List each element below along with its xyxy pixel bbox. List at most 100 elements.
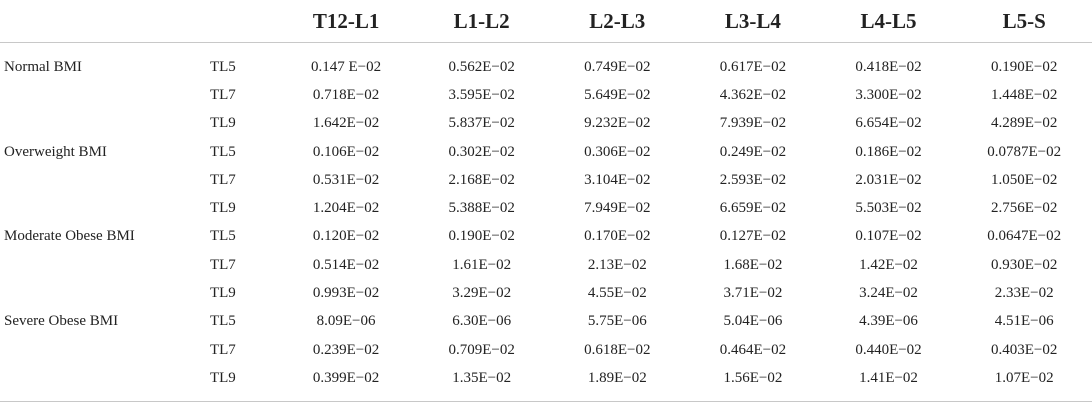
table-row: Overweight BMI TL5 0.106E−02 0.302E−02 0.306… [0, 138, 1092, 166]
table-cell: 0.107E−02 [855, 228, 922, 245]
table-cell: 1.41E−02 [859, 369, 918, 386]
table-row: Moderate Obese BMI TL5 0.120E−02 0.190E−02 0… [0, 223, 1092, 251]
table-cell: 0.120E−02 [312, 228, 380, 245]
table-cell: 0.249E−02 [719, 143, 787, 160]
group-label: Normal BMI [4, 58, 82, 75]
group-label [0, 364, 206, 392]
row-label: TL9 [209, 115, 236, 132]
table-cell: 0.403E−02 [990, 341, 1058, 358]
table-row: TL7 0.531E−02 2.168E−02 3.104E−02 2.593E−02 2… [0, 166, 1092, 194]
table-cell: 0.306E−02 [584, 143, 651, 160]
table-cell: 0.709E−02 [448, 341, 515, 358]
table-bottom-rule [0, 392, 1092, 402]
group-label: Moderate Obese BMI [4, 228, 135, 245]
table-row: TL7 0.514E−02 1.61E−02 2.13E−02 1.68E−02 1.42… [0, 251, 1092, 279]
table-cell: 6.30E−06 [452, 313, 512, 330]
table-cell: 0.418E−02 [855, 58, 922, 75]
table-cell: 1.42E−02 [859, 256, 918, 273]
row-label: TL5 [209, 228, 236, 245]
table-row: TL7 0.718E−02 3.595E−02 5.649E−02 4.362E−02 3… [0, 81, 1092, 109]
table-cell: 1.56E−02 [723, 369, 783, 386]
table-row: Severe Obese BMI TL5 8.09E−06 6.30E−06 5.75E… [0, 308, 1092, 336]
column-header [0, 0, 206, 43]
column-header: L1-L2 [453, 8, 510, 33]
table-cell: 0.718E−02 [312, 86, 380, 103]
table-cell: 1.61E−02 [452, 256, 512, 273]
table-cell: 0.186E−02 [855, 143, 922, 160]
table-cell: 6.659E−02 [719, 200, 787, 217]
table-cell: 2.168E−02 [448, 171, 515, 188]
table-cell: 0.562E−02 [448, 58, 515, 75]
column-header: T12-L1 [312, 8, 380, 33]
bottom-rule-cell [0, 392, 1092, 402]
row-label: TL9 [209, 285, 236, 302]
table-cell: 1.68E−02 [723, 256, 783, 273]
group-label: Severe Obese BMI [4, 313, 119, 330]
table-cell: 1.07E−02 [994, 369, 1054, 386]
table-cell: 0.190E−02 [448, 228, 515, 245]
table-cell: 0.514E−02 [312, 256, 380, 273]
table-cell: 9.232E−02 [584, 115, 651, 132]
table-cell: 5.04E−06 [723, 313, 783, 330]
table-cell: 0.147 E−02 [311, 58, 382, 75]
table-cell: 2.031E−02 [855, 171, 922, 188]
table-cell: 3.300E−02 [855, 86, 922, 103]
table-row: TL9 0.993E−02 3.29E−02 4.55E−02 3.71E−02 3.24… [0, 279, 1092, 307]
table-cell: 0.0787E−02 [987, 143, 1062, 160]
table-row: TL9 0.399E−02 1.35E−02 1.89E−02 1.56E−02 1.41… [0, 364, 1092, 392]
table-cell: 3.29E−02 [452, 285, 512, 302]
table-cell: 5.503E−02 [855, 200, 922, 217]
table-row: Normal BMI TL5 0.147 E−02 0.562E−02 0.749E−0… [0, 43, 1092, 82]
table-cell: 0.0647E−02 [987, 228, 1062, 245]
table-cell: 5.837E−02 [448, 115, 515, 132]
table-cell: 8.09E−06 [316, 313, 376, 330]
table-cell: 0.464E−02 [719, 341, 787, 358]
group-label [0, 81, 206, 109]
row-label: TL7 [209, 86, 236, 103]
table-cell: 0.399E−02 [312, 369, 380, 386]
table-cell: 2.756E−02 [990, 200, 1058, 217]
table-cell: 0.930E−02 [990, 256, 1058, 273]
column-header [206, 0, 278, 43]
table-cell: 4.39E−06 [859, 313, 918, 330]
table-row: TL7 0.239E−02 0.709E−02 0.618E−02 0.464E−02 0… [0, 336, 1092, 364]
table-cell: 2.13E−02 [587, 256, 647, 273]
table-cell: 4.51E−06 [994, 313, 1054, 330]
table-header-row: T12-L1 L1-L2 L2-L3 L3-L4 L4-L5 L5-S [0, 0, 1092, 43]
table-cell: 5.75E−06 [587, 313, 647, 330]
row-label: TL5 [209, 143, 236, 160]
table-cell: 0.749E−02 [584, 58, 651, 75]
table-cell: 3.104E−02 [584, 171, 651, 188]
row-label: TL7 [209, 341, 236, 358]
row-label: TL7 [209, 256, 236, 273]
table-cell: 3.24E−02 [859, 285, 918, 302]
table-cell: 4.362E−02 [719, 86, 787, 103]
table-cell: 0.440E−02 [855, 341, 922, 358]
row-label: TL5 [209, 58, 236, 75]
column-header: L2-L3 [589, 8, 646, 33]
table-cell: 0.617E−02 [719, 58, 787, 75]
table-cell: 2.33E−02 [994, 285, 1054, 302]
table-cell: 0.190E−02 [990, 58, 1058, 75]
table-cell: 1.89E−02 [587, 369, 647, 386]
table-cell: 1.35E−02 [452, 369, 512, 386]
row-label: TL7 [209, 171, 236, 188]
table-cell: 4.55E−02 [587, 285, 647, 302]
table-cell: 0.170E−02 [584, 228, 651, 245]
table-cell: 0.531E−02 [312, 171, 380, 188]
table-row: TL9 1.204E−02 5.388E−02 7.949E−02 6.659E−02 5… [0, 194, 1092, 222]
group-label [0, 336, 206, 364]
group-label [0, 251, 206, 279]
group-label [0, 166, 206, 194]
group-label: Overweight BMI [4, 143, 107, 160]
table-cell: 3.595E−02 [448, 86, 515, 103]
group-label [0, 110, 206, 138]
table-cell: 2.593E−02 [719, 171, 787, 188]
row-label: TL5 [209, 313, 236, 330]
table-cell: 1.642E−02 [312, 115, 380, 132]
table-cell: 7.939E−02 [719, 115, 787, 132]
group-label [0, 194, 206, 222]
table-cell: 0.127E−02 [719, 228, 787, 245]
